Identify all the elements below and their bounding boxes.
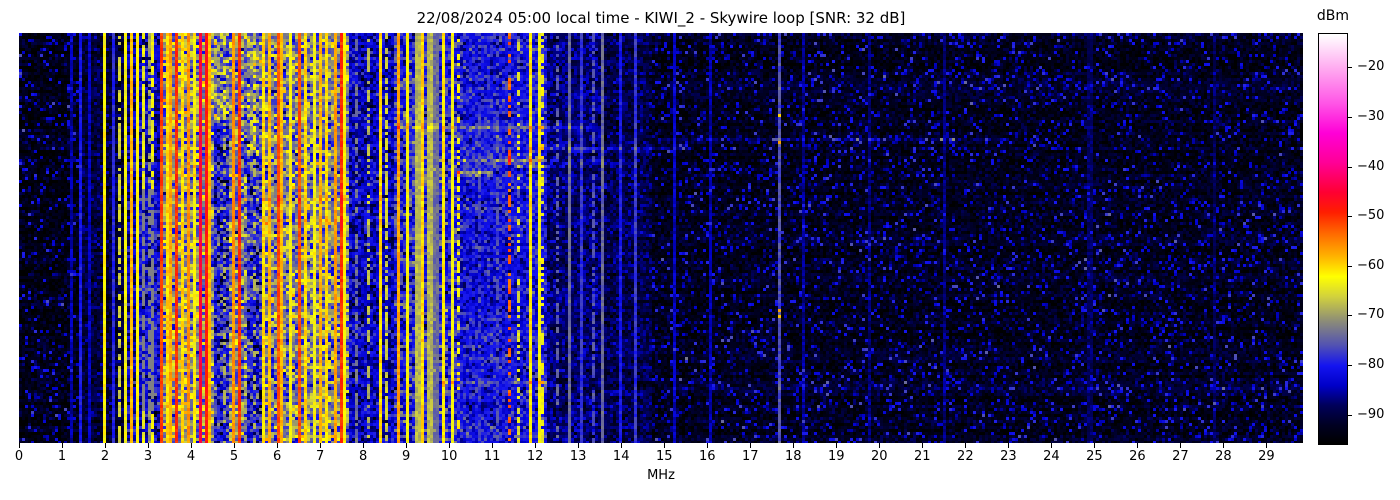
colorbar-tick-mark xyxy=(1347,265,1352,267)
colorbar-tick-mark xyxy=(1347,216,1352,218)
colorbar-tick-label: −90 xyxy=(1357,406,1385,422)
x-axis-label: MHz xyxy=(647,468,675,483)
x-tick-label: 10 xyxy=(440,449,458,464)
x-tick-label: 27 xyxy=(1172,449,1189,464)
x-tick-mark xyxy=(492,443,494,448)
x-tick-label: 11 xyxy=(483,449,501,464)
colorbar-tick-mark xyxy=(1347,166,1352,168)
x-tick-label: 2 xyxy=(100,449,110,464)
x-tick-label: 18 xyxy=(784,449,802,464)
x-tick-label: 4 xyxy=(186,449,196,464)
x-tick-label: 24 xyxy=(1043,449,1060,464)
colorbar-tick-mark xyxy=(1347,414,1352,416)
x-tick-label: 22 xyxy=(957,449,974,464)
colorbar-tick-label: −40 xyxy=(1357,158,1385,174)
x-tick-label: 8 xyxy=(358,449,368,464)
x-tick-label: 29 xyxy=(1258,449,1275,464)
x-tick-label: 15 xyxy=(655,449,673,464)
x-tick-label: 12 xyxy=(526,449,544,464)
x-tick-mark xyxy=(363,443,365,448)
x-tick-mark xyxy=(1223,443,1225,448)
x-tick-mark xyxy=(965,443,967,448)
x-tick-label: 23 xyxy=(1000,449,1017,464)
x-tick-mark xyxy=(62,443,63,448)
colorbar-tick-label: −50 xyxy=(1357,208,1385,224)
colorbar-unit-label: dBm xyxy=(1316,8,1350,24)
x-tick-mark xyxy=(406,443,408,448)
x-tick-mark xyxy=(750,443,752,448)
x-tick-label: 26 xyxy=(1129,449,1146,464)
x-tick-mark xyxy=(1008,443,1010,448)
x-tick-label: 14 xyxy=(612,449,630,464)
x-tick-mark xyxy=(19,443,20,448)
x-tick-mark xyxy=(320,443,322,448)
colorbar-tick-label: −80 xyxy=(1357,357,1385,373)
colorbar-tick-label: −30 xyxy=(1357,108,1385,124)
x-tick-mark xyxy=(449,443,451,448)
chart-title: 22/08/2024 05:00 local time - KIWI_2 - S… xyxy=(416,9,906,27)
x-tick-mark xyxy=(1094,443,1096,448)
x-tick-label: 9 xyxy=(401,449,411,464)
x-tick-mark xyxy=(621,443,623,448)
x-tick-label: 28 xyxy=(1215,449,1232,464)
colorbar-tick-mark xyxy=(1347,116,1352,118)
x-tick-mark xyxy=(191,443,193,448)
x-tick-label: 5 xyxy=(229,449,239,464)
x-tick-label: 6 xyxy=(272,449,282,464)
x-tick-mark xyxy=(1051,443,1053,448)
x-tick-label: 13 xyxy=(569,449,587,464)
x-tick-label: 19 xyxy=(828,449,845,464)
x-tick-mark xyxy=(234,443,236,448)
x-tick-mark xyxy=(836,443,838,448)
x-tick-mark xyxy=(664,443,666,448)
x-tick-label: 7 xyxy=(315,449,325,464)
x-tick-label: 3 xyxy=(143,449,153,464)
x-tick-label: 17 xyxy=(741,449,759,464)
x-tick-label: 25 xyxy=(1086,449,1103,464)
x-tick-mark xyxy=(105,443,107,448)
x-tick-mark xyxy=(578,443,580,448)
colorbar-tick-mark xyxy=(1347,365,1352,367)
x-tick-label: 1 xyxy=(57,449,67,464)
x-tick-mark xyxy=(148,443,150,448)
x-tick-mark xyxy=(879,443,881,448)
x-tick-label: 20 xyxy=(871,449,888,464)
x-tick-mark xyxy=(277,443,279,448)
x-tick-mark xyxy=(535,443,537,448)
x-tick-mark xyxy=(1137,443,1139,448)
x-tick-mark xyxy=(922,443,924,448)
x-tick-mark xyxy=(793,443,795,448)
colorbar-tick-mark xyxy=(1347,315,1352,317)
x-tick-label: 21 xyxy=(914,449,931,464)
colorbar-tick-label: −70 xyxy=(1357,307,1385,323)
x-tick-label: 16 xyxy=(698,449,716,464)
x-tick-mark xyxy=(1180,443,1182,448)
colorbar xyxy=(1318,33,1348,445)
x-tick-label: 0 xyxy=(14,449,24,464)
colorbar-tick-label: −20 xyxy=(1357,59,1385,75)
x-tick-mark xyxy=(1266,443,1268,448)
x-tick-mark xyxy=(707,443,709,448)
colorbar-tick-label: −60 xyxy=(1357,257,1385,273)
waterfall-plot xyxy=(19,33,1303,443)
colorbar-tick-mark xyxy=(1347,67,1352,69)
